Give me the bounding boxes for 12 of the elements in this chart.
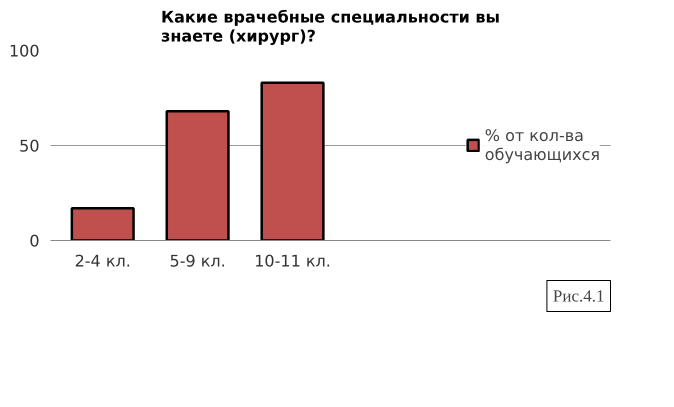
bar [260,82,325,240]
bar [70,206,135,240]
text: Рис.4.1 [552,286,605,306]
x-tick-label: 5-9 кл. [170,252,226,270]
y-tick-label: 100 [8,42,40,60]
x-tick-label: 2-4 кл. [74,252,131,270]
x-tick-label: 10-11 кл. [254,252,331,270]
y-tick-label: 0 [29,232,40,250]
chart-title: Какие врачебные специальности вы знаете (хирург)? [161,8,500,46]
y-tick-label: 50 [19,136,40,156]
legend-label: % от кол-ва обучающихся [484,126,600,164]
bar [166,110,230,240]
